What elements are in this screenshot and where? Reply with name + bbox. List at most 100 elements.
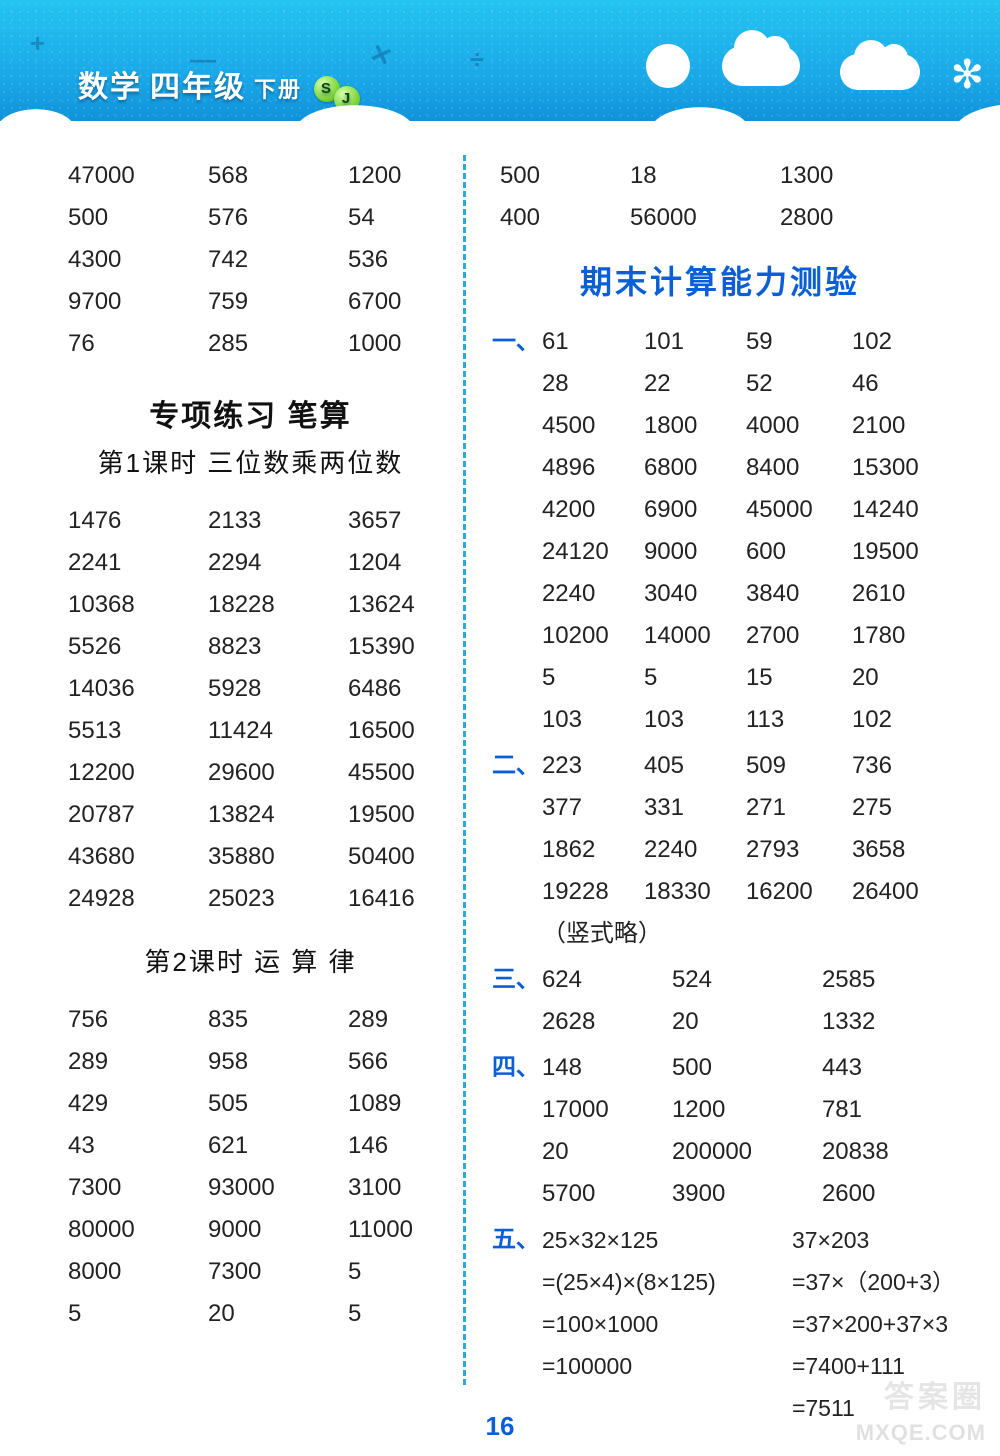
cell: 103 <box>644 699 746 741</box>
cell: 271 <box>746 787 852 829</box>
cell: 6486 <box>348 668 433 710</box>
left-column: 4700056812005005765443007425369700759670… <box>68 155 433 1456</box>
cell: 5 <box>542 657 644 699</box>
deco-plus-icon: + <box>30 28 45 59</box>
section-2-note: （竖式略） <box>542 913 948 955</box>
cell: 8000 <box>68 1251 208 1293</box>
cell: 289 <box>348 999 433 1041</box>
section-3: 三、 62452425852628201332 <box>492 959 948 1043</box>
cell: 10368 <box>68 584 208 626</box>
cell: 45000 <box>746 489 852 531</box>
cell: 3900 <box>672 1173 822 1215</box>
cell: 15300 <box>852 447 948 489</box>
cell: 47000 <box>68 155 208 197</box>
cell: 2240 <box>542 573 644 615</box>
section-2-grid: 2234055097363773312712751862224027933658… <box>542 745 948 913</box>
watermark-bottom: MXQE.COM <box>856 1420 986 1446</box>
cell: 9700 <box>68 281 208 323</box>
banner-wave <box>0 105 1000 130</box>
cell: 2800 <box>780 197 948 239</box>
cell: 28 <box>542 363 644 405</box>
cell: 536 <box>348 239 433 281</box>
cell: 3840 <box>746 573 852 615</box>
cell: 524 <box>672 959 822 1001</box>
cell: 1204 <box>348 542 433 584</box>
cell: 1862 <box>542 829 644 871</box>
cell: 35880 <box>208 836 348 878</box>
cell: 20 <box>542 1131 672 1173</box>
eq-right: 37×203 <box>792 1219 948 1261</box>
section-label: 四、 <box>492 1047 540 1089</box>
cell: 103 <box>542 699 644 741</box>
cell: 4000 <box>746 405 852 447</box>
cell: 331 <box>644 787 746 829</box>
cell: 2793 <box>746 829 852 871</box>
cell: 76 <box>68 323 208 365</box>
cell: 46 <box>852 363 948 405</box>
cell: 61 <box>542 321 644 363</box>
cloud-icon <box>840 54 920 90</box>
cell: 275 <box>852 787 948 829</box>
cell: 2133 <box>208 500 348 542</box>
cell: 12200 <box>68 752 208 794</box>
cell: 576 <box>208 197 348 239</box>
cell: 93000 <box>208 1167 348 1209</box>
cell: 52 <box>746 363 852 405</box>
section-heading: 专项练习 笔算 <box>68 391 433 435</box>
cell: 20787 <box>68 794 208 836</box>
cell: 43 <box>68 1125 208 1167</box>
page-banner: + — ✕ ÷ ✻ 数学 四年级 下册 S J <box>0 0 1000 130</box>
cell: 500 <box>68 197 208 239</box>
cell: 54 <box>348 197 433 239</box>
cell: 59 <box>746 321 852 363</box>
cell: 5700 <box>542 1173 672 1215</box>
page-content: 4700056812005005765443007425369700759670… <box>0 155 1000 1456</box>
deco-divide-icon: ÷ <box>470 44 484 75</box>
cell: 4896 <box>542 447 644 489</box>
cell: 24928 <box>68 878 208 920</box>
cell: 56000 <box>630 197 780 239</box>
cell: 500 <box>672 1047 822 1089</box>
section-3-grid: 62452425852628201332 <box>542 959 948 1043</box>
right-column: 500181300400560002800 期末计算能力测验 一、 611015… <box>492 155 948 1456</box>
cell: 146 <box>348 1125 433 1167</box>
cell: 759 <box>208 281 348 323</box>
cell: 5513 <box>68 710 208 752</box>
section-5: 五、 25×32×12537×203=(25×4)×(8×125)=37×（20… <box>492 1219 948 1429</box>
cell: 7300 <box>208 1251 348 1293</box>
cell: 11000 <box>348 1209 433 1251</box>
cell: 1200 <box>672 1089 822 1131</box>
cell: 6700 <box>348 281 433 323</box>
section-2: 二、 2234055097363773312712751862224027933… <box>492 745 948 955</box>
cell: 6800 <box>644 447 746 489</box>
cell: 509 <box>746 745 852 787</box>
cell: 1780 <box>852 615 948 657</box>
cell: 20 <box>672 1001 822 1043</box>
cell: 285 <box>208 323 348 365</box>
cell: 13624 <box>348 584 433 626</box>
cell: 1800 <box>644 405 746 447</box>
cell: 4500 <box>542 405 644 447</box>
cell: 29600 <box>208 752 348 794</box>
cell: 5 <box>68 1293 208 1335</box>
section-1-grid: 6110159102282252464500180040002100489668… <box>542 321 948 741</box>
cell: 4200 <box>542 489 644 531</box>
cell: 148 <box>542 1047 672 1089</box>
watermark-top: 答案圈 <box>884 1372 986 1416</box>
left-section2-grid: 7568352892899585664295051089436211467300… <box>68 999 433 1335</box>
eq-left: =100×1000 <box>542 1303 792 1345</box>
cell: 835 <box>208 999 348 1041</box>
cell: 8823 <box>208 626 348 668</box>
cell: 17000 <box>542 1089 672 1131</box>
cell: 3657 <box>348 500 433 542</box>
cell: 102 <box>852 699 948 741</box>
eq-left: =(25×4)×(8×125) <box>542 1261 792 1303</box>
cell: 4300 <box>68 239 208 281</box>
cell: 1000 <box>348 323 433 365</box>
volume-label: 下册 <box>254 72 302 104</box>
cell: 5 <box>644 657 746 699</box>
cell: 742 <box>208 239 348 281</box>
cell: 3658 <box>852 829 948 871</box>
cell: 16200 <box>746 871 852 913</box>
snowflake-icon: ✻ <box>950 52 984 98</box>
